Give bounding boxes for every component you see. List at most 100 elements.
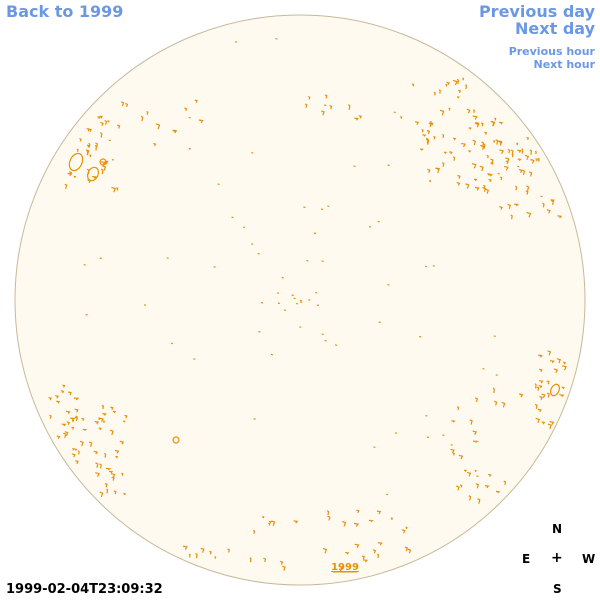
contour-mark bbox=[117, 124, 121, 129]
next-day-link[interactable]: Next day bbox=[515, 19, 595, 38]
contour-mark bbox=[253, 418, 256, 420]
contour-mark bbox=[65, 410, 71, 414]
contour-mark bbox=[528, 171, 533, 177]
contour-mark bbox=[377, 220, 380, 223]
contour-mark bbox=[472, 109, 475, 113]
contour-mark bbox=[524, 154, 530, 160]
contour-mark bbox=[468, 495, 472, 501]
next-hour-link[interactable]: Next hour bbox=[533, 58, 596, 71]
contour-mark bbox=[498, 140, 503, 144]
contour-mark bbox=[82, 428, 88, 432]
contour-mark bbox=[303, 206, 306, 209]
contour-mark bbox=[97, 116, 101, 119]
contour-mark bbox=[411, 83, 415, 87]
contour-mark bbox=[530, 158, 535, 164]
contour-mark bbox=[354, 117, 359, 121]
contour-mark bbox=[281, 276, 284, 279]
contour-mark bbox=[146, 110, 149, 115]
previous-hour-link[interactable]: Previous hour bbox=[508, 45, 595, 58]
contour-mark bbox=[140, 115, 144, 122]
contour-mark bbox=[387, 284, 390, 286]
contour-mark bbox=[291, 294, 294, 297]
contour-mark bbox=[480, 144, 485, 150]
contour-mark bbox=[76, 148, 79, 152]
contour-mark bbox=[306, 260, 309, 262]
contour-mark bbox=[68, 391, 72, 396]
contour-mark bbox=[110, 473, 116, 478]
contour-mark bbox=[452, 137, 457, 141]
contour-mark bbox=[456, 406, 460, 411]
contour-mark bbox=[550, 199, 556, 202]
contour-mark bbox=[172, 129, 177, 133]
contour-mark bbox=[81, 417, 85, 421]
contour-mark bbox=[329, 104, 333, 110]
compass-rose: N E + W S bbox=[518, 520, 600, 598]
contour-mark bbox=[72, 447, 75, 451]
contour-loop bbox=[172, 436, 180, 444]
contour-mark bbox=[109, 429, 114, 436]
contour-mark bbox=[327, 205, 330, 207]
compass-center: + bbox=[551, 550, 563, 566]
contour-mark bbox=[95, 472, 100, 478]
contour-mark bbox=[482, 368, 485, 370]
contour-mark bbox=[526, 137, 530, 141]
contour-mark bbox=[334, 344, 338, 346]
contour-mark bbox=[74, 416, 79, 422]
contour-mark bbox=[376, 510, 382, 515]
contour-mark bbox=[401, 529, 406, 534]
contour-mark bbox=[293, 520, 299, 524]
contour-mark bbox=[400, 116, 403, 119]
contour-mark bbox=[539, 380, 544, 384]
contour-mark bbox=[124, 414, 128, 419]
contour-mark bbox=[492, 387, 495, 394]
contour-mark bbox=[378, 321, 381, 324]
contour-mark bbox=[433, 135, 436, 140]
contour-mark bbox=[64, 183, 68, 190]
contour-mark bbox=[345, 551, 350, 555]
contour-mark bbox=[105, 488, 109, 494]
contour-mark bbox=[466, 108, 471, 114]
contour-mark bbox=[526, 185, 530, 191]
contour-mark bbox=[327, 515, 331, 521]
contour-mark bbox=[101, 404, 105, 410]
contour-mark bbox=[71, 426, 75, 430]
contour-mark bbox=[270, 520, 276, 526]
contour-mark bbox=[521, 148, 524, 154]
contour-mark bbox=[281, 565, 286, 571]
contour-mark bbox=[316, 304, 320, 307]
contour-mark bbox=[100, 161, 106, 165]
contour-mark bbox=[63, 432, 67, 438]
contour-mark bbox=[258, 331, 261, 333]
contour-mark bbox=[481, 141, 485, 148]
contour-mark bbox=[79, 440, 84, 447]
contour-mark bbox=[538, 385, 543, 389]
contour-mark bbox=[448, 107, 451, 111]
contour-mark bbox=[93, 450, 99, 455]
contour-mark bbox=[535, 158, 539, 162]
contour-mark bbox=[517, 165, 520, 168]
contour-mark bbox=[477, 498, 481, 504]
contour-mark bbox=[100, 122, 104, 127]
contour-mark bbox=[414, 121, 419, 125]
contour-mark bbox=[424, 265, 428, 268]
back-to-year-link[interactable]: Back to 1999 bbox=[6, 2, 124, 21]
previous-day-link[interactable]: Previous day bbox=[478, 2, 595, 21]
contour-mark bbox=[432, 265, 435, 267]
contour-mark bbox=[75, 460, 79, 465]
contour-mark bbox=[299, 326, 302, 328]
contour-mark bbox=[541, 393, 546, 399]
contour-mark bbox=[251, 243, 254, 245]
contour-mark bbox=[534, 403, 538, 409]
contour-mark bbox=[321, 333, 324, 336]
contour-mark bbox=[490, 162, 494, 165]
contour-mark bbox=[56, 435, 61, 439]
year-link[interactable]: 1999 bbox=[331, 562, 359, 573]
contour-mark bbox=[547, 350, 552, 356]
contour-mark bbox=[115, 455, 119, 459]
contour-mark bbox=[111, 159, 115, 161]
contour-mark bbox=[474, 469, 477, 473]
contour-mark bbox=[426, 129, 431, 135]
contour-mark bbox=[315, 291, 318, 294]
contour-mark bbox=[108, 470, 114, 474]
contour-mark bbox=[153, 143, 157, 147]
